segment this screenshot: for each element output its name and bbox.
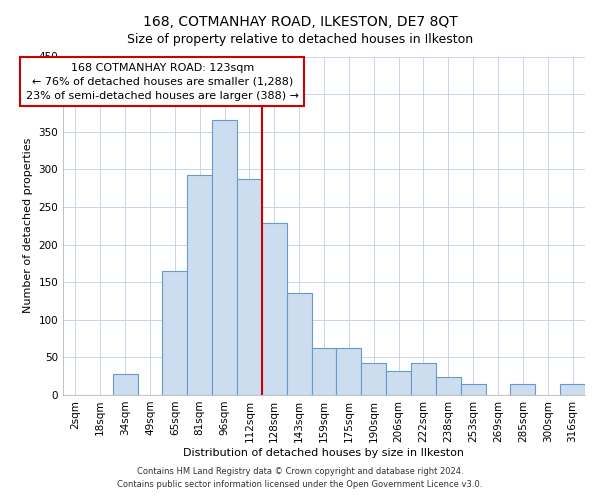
Bar	[461, 384, 485, 395]
Bar	[113, 374, 137, 395]
Text: 168 COTMANHAY ROAD: 123sqm
← 76% of detached houses are smaller (1,288)
23% of s: 168 COTMANHAY ROAD: 123sqm ← 76% of deta…	[26, 62, 299, 100]
Bar	[436, 377, 461, 395]
Text: Contains HM Land Registry data © Crown copyright and database right 2024.
Contai: Contains HM Land Registry data © Crown c…	[118, 467, 482, 489]
X-axis label: Distribution of detached houses by size in Ilkeston: Distribution of detached houses by size …	[184, 448, 464, 458]
Bar	[237, 179, 262, 395]
Bar	[337, 348, 361, 395]
Bar	[262, 224, 287, 395]
Bar	[511, 384, 535, 395]
Text: 168, COTMANHAY ROAD, ILKESTON, DE7 8QT: 168, COTMANHAY ROAD, ILKESTON, DE7 8QT	[143, 15, 457, 29]
Bar	[386, 371, 411, 395]
Bar	[361, 362, 386, 395]
Bar	[311, 348, 337, 395]
Y-axis label: Number of detached properties: Number of detached properties	[23, 138, 33, 314]
Bar	[411, 362, 436, 395]
Bar	[212, 120, 237, 395]
Bar	[287, 292, 311, 395]
Bar	[187, 174, 212, 395]
Bar	[163, 271, 187, 395]
Bar	[560, 384, 585, 395]
Text: Size of property relative to detached houses in Ilkeston: Size of property relative to detached ho…	[127, 32, 473, 46]
